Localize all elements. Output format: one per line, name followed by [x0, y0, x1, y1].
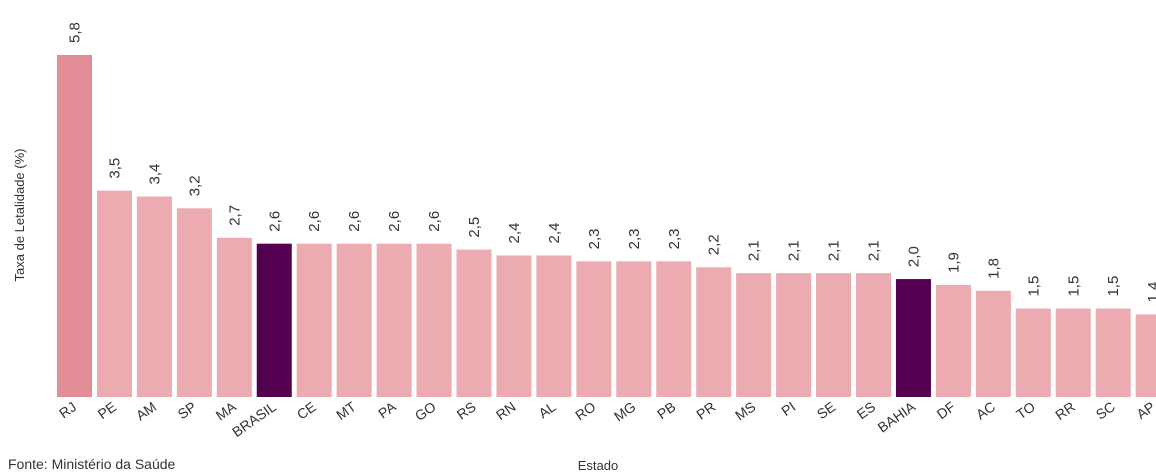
- value-label-pr: 2,2: [706, 234, 723, 255]
- value-label-go: 2,6: [426, 211, 443, 232]
- value-label-bahia: 2,0: [905, 246, 922, 267]
- bar-rn: [496, 255, 532, 397]
- category-label-go: GO: [412, 398, 439, 424]
- category-label-pi: PI: [778, 398, 798, 419]
- value-label-se: 2,1: [826, 240, 843, 261]
- bar-pe: [96, 190, 132, 397]
- bar-se: [816, 273, 852, 397]
- bar-am: [136, 196, 172, 397]
- value-label-ap: 1,4: [1145, 282, 1156, 303]
- category-label-sp: SP: [175, 398, 199, 422]
- value-label-am: 3,4: [146, 164, 163, 185]
- category-label-mg: MG: [611, 398, 639, 424]
- bar-rj: [57, 55, 92, 397]
- bar-al: [536, 255, 572, 397]
- bar-to: [1015, 308, 1051, 397]
- bar-mt: [336, 243, 372, 397]
- bar-mg: [616, 261, 652, 397]
- bars-group: [57, 55, 1156, 397]
- value-label-to: 1,5: [1025, 276, 1042, 297]
- category-label-pb: PB: [654, 398, 678, 422]
- category-label-pr: PR: [693, 398, 718, 422]
- bar-bahia: [895, 279, 931, 397]
- value-label-ro: 2,3: [586, 229, 603, 250]
- bar-pr: [696, 267, 732, 397]
- value-label-rs: 2,5: [466, 217, 483, 238]
- category-label-mt: MT: [333, 398, 359, 423]
- bar-ce: [296, 243, 332, 397]
- value-label-ms: 2,1: [746, 240, 763, 261]
- value-label-ma: 2,7: [226, 205, 243, 226]
- value-label-pa: 2,6: [386, 211, 403, 232]
- category-label-ce: CE: [294, 398, 319, 422]
- category-label-sc: SC: [1093, 398, 1118, 422]
- value-label-sp: 3,2: [186, 175, 203, 196]
- value-label-ce: 2,6: [306, 211, 323, 232]
- bar-es: [856, 273, 891, 397]
- bar-rs: [456, 249, 492, 397]
- bar-df: [935, 284, 971, 397]
- bar-pi: [776, 273, 812, 397]
- value-label-es: 2,1: [866, 240, 883, 261]
- category-label-df: DF: [934, 398, 958, 422]
- bar-ma: [216, 237, 252, 397]
- category-label-rn: RN: [493, 398, 519, 423]
- category-label-pe: PE: [95, 398, 119, 422]
- bar-pa: [376, 243, 412, 397]
- value-label-brasil: 2,6: [266, 211, 283, 232]
- category-label-ro: RO: [572, 398, 598, 423]
- y-axis-title: Taxa de Letalidade (%): [12, 149, 27, 282]
- value-label-rr: 1,5: [1065, 276, 1082, 297]
- bar-sc: [1095, 308, 1131, 397]
- bar-ms: [736, 273, 772, 397]
- value-label-mg: 2,3: [626, 229, 643, 250]
- source-note: Fonte: Ministério da Saúde: [8, 456, 176, 472]
- bar-ap: [1135, 314, 1156, 397]
- value-label-df: 1,9: [945, 252, 962, 273]
- x-axis-title: Estado: [578, 458, 618, 473]
- value-label-sc: 1,5: [1105, 276, 1122, 297]
- value-label-al: 2,4: [546, 223, 563, 244]
- category-label-es: ES: [854, 398, 878, 422]
- value-label-rn: 2,4: [506, 223, 523, 244]
- category-label-ap: AP: [1133, 398, 1156, 422]
- category-label-brasil: BRASIL: [229, 398, 279, 440]
- value-labels-group: 5,8 3,5 3,4 3,2 2,7 2,6 2,6 2,6 2,6 2,6 2,5 2,4 2,4 2…: [67, 22, 1156, 302]
- bar-sp: [176, 208, 212, 397]
- category-label-rs: RS: [454, 398, 479, 422]
- value-label-rj: 5,8: [67, 22, 84, 43]
- category-label-to: TO: [1013, 398, 1038, 422]
- value-label-pb: 2,3: [666, 229, 683, 250]
- bar-brasil: [256, 243, 292, 397]
- category-label-am: AM: [133, 398, 159, 423]
- category-label-se: SE: [814, 398, 838, 422]
- value-label-mt: 2,6: [346, 211, 363, 232]
- bar-ro: [576, 261, 612, 397]
- value-label-pi: 2,1: [786, 240, 803, 261]
- category-label-bahia: BAHIA: [875, 398, 919, 436]
- value-label-pe: 3,5: [106, 158, 123, 179]
- bar-pb: [656, 261, 692, 397]
- value-label-ac: 1,8: [985, 258, 1002, 279]
- category-label-pa: PA: [375, 398, 399, 422]
- category-label-ac: AC: [973, 398, 998, 422]
- category-label-ms: MS: [732, 398, 758, 423]
- bar-rr: [1055, 308, 1091, 397]
- category-label-rj: RJ: [56, 398, 79, 421]
- category-label-rr: RR: [1052, 398, 1078, 423]
- bar-ac: [975, 290, 1011, 397]
- category-label-al: AL: [535, 398, 558, 421]
- bar-go: [416, 243, 452, 397]
- category-label-ma: MA: [213, 398, 240, 424]
